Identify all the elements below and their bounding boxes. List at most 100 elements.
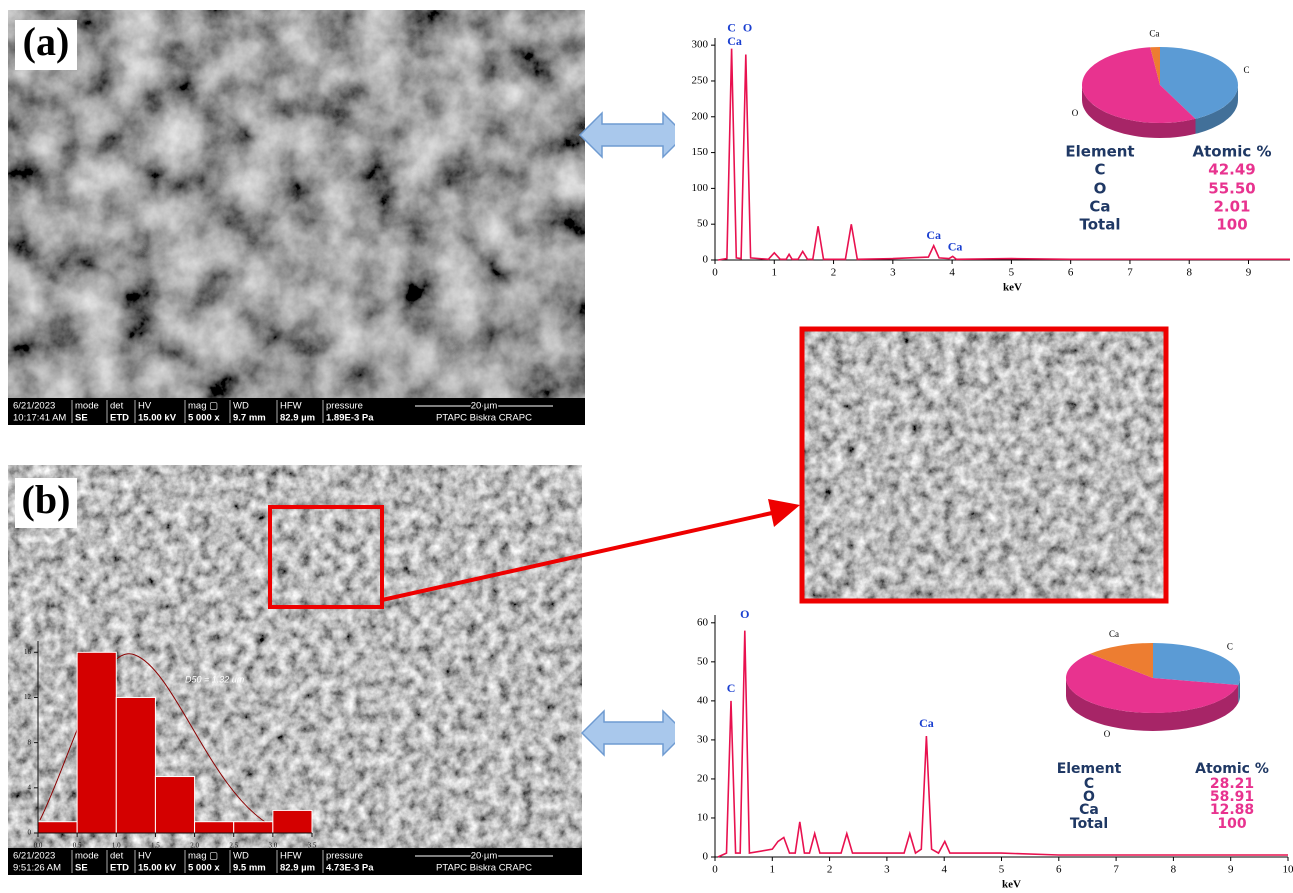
info-value: 9.5 mm bbox=[233, 863, 266, 874]
x-tick-label: 9 bbox=[1228, 864, 1234, 876]
table-header: Atomic % bbox=[1193, 143, 1272, 161]
pie-side bbox=[1195, 85, 1238, 134]
pie-slice bbox=[1160, 47, 1238, 119]
table-value: 12.88 bbox=[1210, 802, 1254, 818]
x-tick-label: 1.0 bbox=[112, 842, 121, 850]
pie-label: Ca bbox=[1149, 29, 1159, 39]
panel-label: (a) bbox=[23, 19, 70, 64]
histogram-bar bbox=[37, 821, 78, 834]
info-value: SE bbox=[75, 413, 88, 424]
y-tick-label: 50 bbox=[697, 218, 709, 230]
info-key: pressure bbox=[326, 401, 363, 412]
y-tick-label: 150 bbox=[692, 146, 709, 158]
histogram-bar bbox=[233, 821, 274, 834]
spectrum-line bbox=[717, 630, 1288, 858]
y-tick-label: 4 bbox=[28, 783, 32, 791]
peak-label: Ca bbox=[926, 228, 941, 242]
x-tick-label: 2 bbox=[827, 864, 833, 876]
info-value: 10:17:41 AM bbox=[13, 413, 66, 424]
x-tick-label: 8 bbox=[1186, 267, 1192, 279]
x-tick-label: 3 bbox=[890, 267, 896, 279]
y-tick-label: 100 bbox=[692, 182, 709, 194]
y-tick-label: 0 bbox=[703, 254, 709, 266]
y-tick-label: 0 bbox=[703, 851, 709, 863]
info-value: 15.00 kV bbox=[138, 863, 177, 874]
y-tick-label: 40 bbox=[697, 694, 709, 706]
table-element: O bbox=[1083, 789, 1095, 805]
x-tick-label: 1 bbox=[770, 864, 776, 876]
info-value: 1.89E-3 Pa bbox=[326, 413, 374, 424]
peak-label: O bbox=[740, 607, 749, 621]
x-tick-label: 8 bbox=[1171, 864, 1177, 876]
x-tick-label: 1 bbox=[772, 267, 778, 279]
table-header: Atomic % bbox=[1195, 761, 1269, 777]
info-value: 5 000 x bbox=[188, 413, 220, 424]
info-key: WD bbox=[233, 401, 249, 412]
x-tick-label: 10 bbox=[1283, 864, 1293, 876]
y-tick-label: 200 bbox=[692, 110, 709, 122]
info-key: mode bbox=[75, 401, 99, 412]
double-arrow bbox=[578, 111, 687, 159]
info-key: HV bbox=[138, 401, 152, 412]
y-tick-label: 50 bbox=[697, 655, 709, 667]
x-tick-label: 2.5 bbox=[229, 842, 238, 850]
info-key: HFW bbox=[280, 851, 302, 862]
peak-label: C bbox=[727, 681, 736, 695]
peak-label: Ca bbox=[919, 716, 934, 730]
zoom-region bbox=[268, 505, 384, 609]
x-tick-label: 3 bbox=[884, 864, 890, 876]
y-tick-label: 20 bbox=[697, 772, 709, 784]
pie-slice bbox=[1090, 643, 1153, 678]
x-tick-label: 0 bbox=[712, 267, 718, 279]
peak-label: C bbox=[727, 20, 736, 34]
pie-side bbox=[1082, 85, 1196, 138]
info-value: SE bbox=[75, 863, 88, 874]
lab-label: PTAPC Biskra CRAPC bbox=[436, 863, 532, 874]
info-value: 15.00 kV bbox=[138, 413, 177, 424]
peak-label: Ca bbox=[727, 34, 742, 48]
y-tick-label: 0 bbox=[28, 829, 32, 837]
info-value: 9.7 mm bbox=[233, 413, 266, 424]
y-tick-label: 300 bbox=[692, 39, 709, 51]
x-tick-label: 6 bbox=[1068, 267, 1074, 279]
histogram-bar bbox=[76, 651, 117, 834]
info-value: 82.9 µm bbox=[280, 863, 315, 874]
pie-slice bbox=[1082, 47, 1196, 124]
peak-label: O bbox=[743, 20, 752, 34]
info-key: HFW bbox=[280, 401, 302, 412]
table-value: 42.49 bbox=[1208, 161, 1255, 179]
y-tick-label: 30 bbox=[697, 733, 709, 745]
info-key: HV bbox=[138, 851, 152, 862]
lab-label: PTAPC Biskra CRAPC bbox=[436, 413, 532, 424]
pie-slice bbox=[1153, 643, 1240, 686]
zoom-image bbox=[800, 327, 1168, 603]
x-tick-label: 2 bbox=[831, 267, 837, 279]
pie-label: O bbox=[1104, 729, 1111, 739]
info-key: 6/21/2023 bbox=[13, 401, 55, 412]
histogram-bar bbox=[115, 696, 156, 834]
info-key: det bbox=[110, 401, 124, 412]
info-key: mode bbox=[75, 851, 99, 862]
pie-slice bbox=[1066, 653, 1239, 713]
info-bar bbox=[8, 848, 582, 875]
y-tick-label: 60 bbox=[697, 616, 709, 628]
peak-label: Ca bbox=[948, 240, 963, 254]
panel-label-box bbox=[15, 20, 77, 70]
table-element: O bbox=[1094, 180, 1107, 198]
table-value: 55.50 bbox=[1208, 180, 1255, 198]
panel-label: (b) bbox=[22, 477, 71, 522]
table-element: C bbox=[1094, 161, 1105, 179]
info-value: ETD bbox=[110, 863, 129, 874]
info-value: 9:51:26 AM bbox=[13, 863, 61, 874]
pie-label: C bbox=[1227, 641, 1233, 651]
x-tick-label: 6 bbox=[1056, 864, 1062, 876]
x-tick-label: 4 bbox=[941, 864, 947, 876]
x-tick-label: 0.5 bbox=[73, 842, 82, 850]
zoom-frame bbox=[799, 326, 1169, 604]
histogram-annotation: D50 = 1.32 um bbox=[185, 674, 245, 684]
table-element: Ca bbox=[1079, 802, 1099, 818]
info-value: 5 000 x bbox=[188, 863, 220, 874]
x-tick-label: 4 bbox=[949, 267, 955, 279]
info-value: 4.73E-3 Pa bbox=[326, 863, 374, 874]
